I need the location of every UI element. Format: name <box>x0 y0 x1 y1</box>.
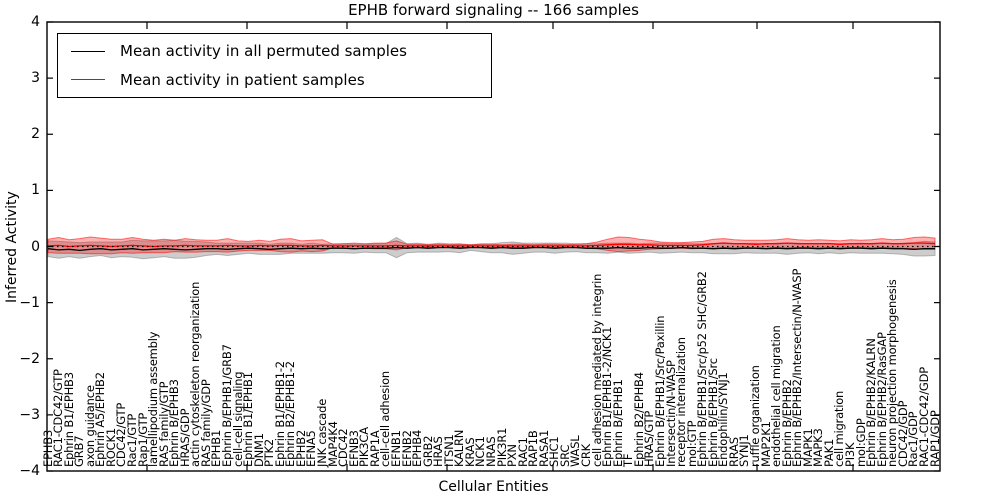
y-tick-label: 3 <box>31 70 40 87</box>
legend-label-patient: Mean activity in patient samples <box>120 70 365 89</box>
x-axis-label: Cellular Entities <box>438 479 549 495</box>
y-tick-label: 4 <box>31 14 40 30</box>
y-tick-label: −2 <box>19 350 40 367</box>
permuted-mean-line <box>47 246 935 252</box>
legend-item-permuted: Mean activity in all permuted samples <box>58 38 491 64</box>
chart-title: EPHB forward signaling -- 166 samples <box>348 1 639 19</box>
y-tick-label: 0 <box>31 238 40 255</box>
legend-item-patient: Mean activity in patient samples <box>58 67 491 93</box>
y-tick-label: −3 <box>19 406 40 423</box>
x-tick-label: RAP1/GDP <box>927 410 942 467</box>
patient-mean-line <box>47 242 936 248</box>
legend-label-permuted: Mean activity in all permuted samples <box>120 42 407 61</box>
y-tick-label: −1 <box>19 294 40 311</box>
y-tick-label: −4 <box>19 463 40 479</box>
y-tick-label: 2 <box>31 126 40 143</box>
legend: Mean activity in all permuted samples Me… <box>57 33 492 98</box>
legend-line-permuted-swatch <box>71 50 105 52</box>
y-tick-label: 1 <box>31 182 40 199</box>
legend-line-patient-swatch <box>71 79 105 81</box>
